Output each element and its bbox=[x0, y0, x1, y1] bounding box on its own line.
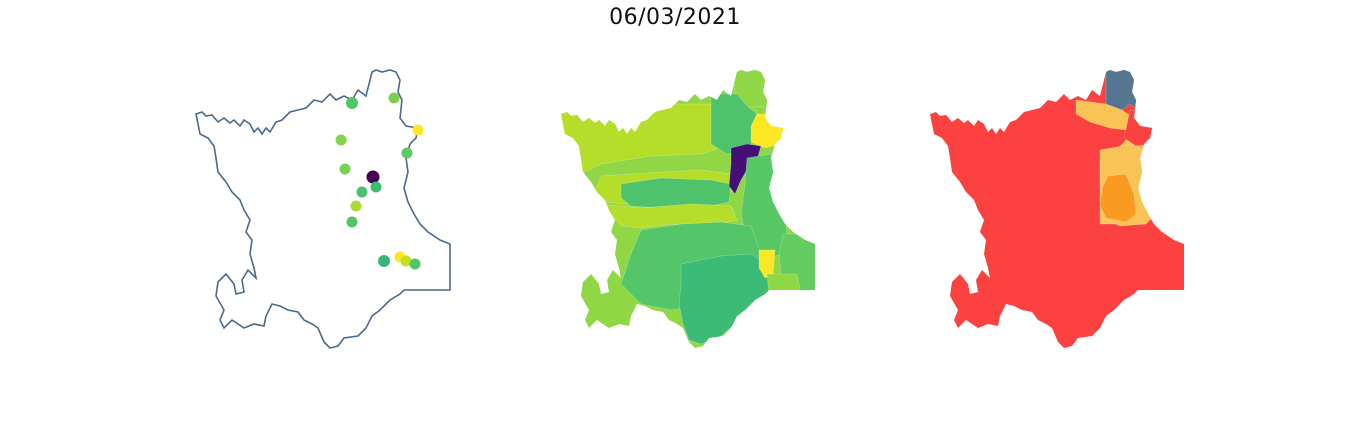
station-point bbox=[356, 186, 368, 198]
region bbox=[750, 113, 794, 149]
station-point bbox=[346, 97, 358, 109]
station-point bbox=[339, 163, 351, 175]
region bbox=[930, 70, 1184, 348]
figure-title: 06/03/2021 bbox=[609, 5, 741, 30]
panel-station-map bbox=[195, 69, 451, 349]
station-point bbox=[335, 134, 347, 146]
station-point bbox=[409, 258, 421, 270]
state-outline bbox=[195, 69, 451, 349]
region bbox=[728, 143, 762, 195]
region bbox=[620, 177, 732, 209]
region bbox=[678, 253, 772, 345]
station-point bbox=[401, 147, 413, 159]
station-point bbox=[370, 181, 382, 193]
station-point bbox=[412, 124, 424, 136]
station-point bbox=[350, 200, 362, 212]
station-point bbox=[378, 255, 390, 267]
region bbox=[1123, 109, 1165, 147]
region bbox=[1099, 173, 1137, 223]
station-point bbox=[346, 216, 358, 228]
station-point bbox=[388, 92, 400, 104]
station-point bbox=[366, 170, 380, 184]
panel-basin-choropleth bbox=[561, 70, 815, 348]
panel-class-choropleth bbox=[930, 70, 1184, 348]
station-point bbox=[400, 255, 412, 267]
region bbox=[766, 273, 802, 295]
station-points bbox=[335, 92, 424, 270]
